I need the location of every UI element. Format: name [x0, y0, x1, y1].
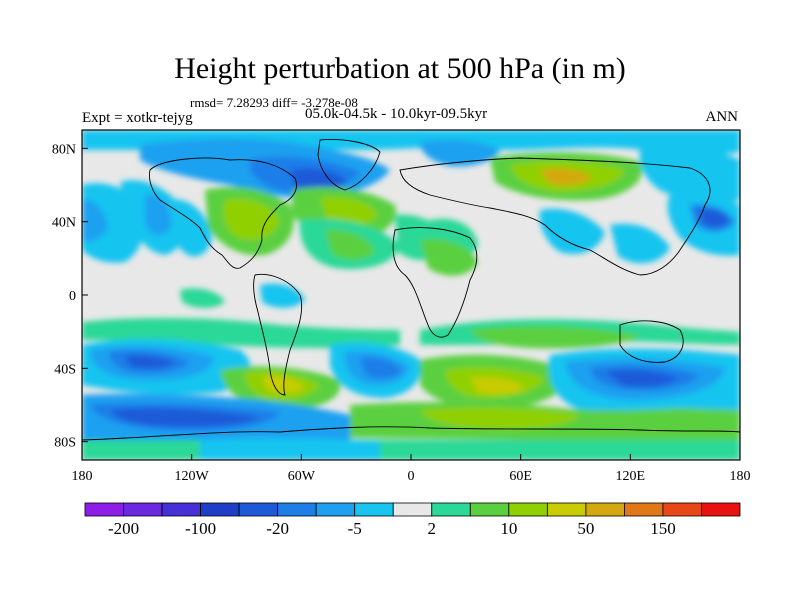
colorbar-label: 50: [577, 519, 594, 538]
x-tick-label: 120W: [175, 469, 210, 484]
height-perturbation-field: [82, 130, 740, 460]
colorbar-label: -100: [185, 519, 216, 538]
colorbar-label: -20: [266, 519, 289, 538]
north-america-outline: [149, 157, 297, 269]
y-tick-label: 40N: [52, 216, 76, 231]
map-axes: 180 120W 60W 0 60E 120E 180 80N 40N 0 40S 80S: [52, 142, 751, 484]
y-tick-label: 40S: [54, 362, 76, 377]
colorbar-box: [123, 502, 163, 517]
colorbar-box: [238, 502, 279, 517]
y-tick-label: 0: [69, 289, 76, 304]
colorbar-box: [277, 502, 317, 517]
australia-outline: [619, 320, 684, 363]
colorbar-box: [161, 502, 201, 517]
colorbar-label: 150: [650, 519, 676, 538]
colorbar-box: [546, 502, 587, 517]
colorbar: -200 -100 -20 -5 2 10 50 150: [84, 502, 741, 538]
period-label: 05.0k-04.5k - 10.0kyr-09.5kyr: [305, 106, 488, 122]
colorbar-box: [392, 502, 433, 517]
map-plot-area: [82, 130, 740, 460]
colorbar-box: [585, 502, 625, 517]
eurasia-outline: [399, 157, 711, 276]
x-tick-label: 60E: [509, 469, 532, 484]
coastlines: [82, 139, 740, 441]
greenland-outline: [317, 139, 381, 191]
map-title: Height perturbation at 500 hPa (in m): [174, 52, 626, 85]
antarctica-outline: [82, 426, 740, 441]
colorbar-box: [662, 502, 702, 517]
colorbar-label: -200: [108, 519, 139, 538]
africa-outline: [392, 227, 478, 338]
colorbar-label: 10: [500, 519, 517, 538]
colorbar-box: [431, 502, 471, 517]
colorbar-box: [84, 502, 124, 517]
x-tick-label: 60W: [288, 469, 316, 484]
stats-text: rmsd= 7.28293 diff= -3.278e-08: [190, 95, 358, 110]
colorbar-box: [315, 502, 356, 517]
colorbar-box: [354, 502, 394, 517]
experiment-label: Expt = xotkr-tejyg: [82, 110, 193, 126]
colorbar-box: [624, 502, 664, 517]
colorbar-box: [469, 502, 510, 517]
colorbar-box: [508, 502, 548, 517]
x-tick-label: 120E: [616, 469, 646, 484]
south-america-outline: [253, 273, 303, 396]
y-tick-label: 80S: [54, 436, 76, 451]
x-tick-label: 0: [408, 469, 415, 484]
x-tick-label: 180: [72, 469, 93, 484]
colorbar-box: [701, 502, 741, 517]
colorbar-box: [200, 502, 240, 517]
colorbar-label: 2: [428, 519, 437, 538]
x-tick-label: 180: [730, 469, 751, 484]
y-tick-label: 80N: [52, 142, 76, 157]
colorbar-label: -5: [348, 519, 362, 538]
season-label: ANN: [705, 109, 739, 125]
